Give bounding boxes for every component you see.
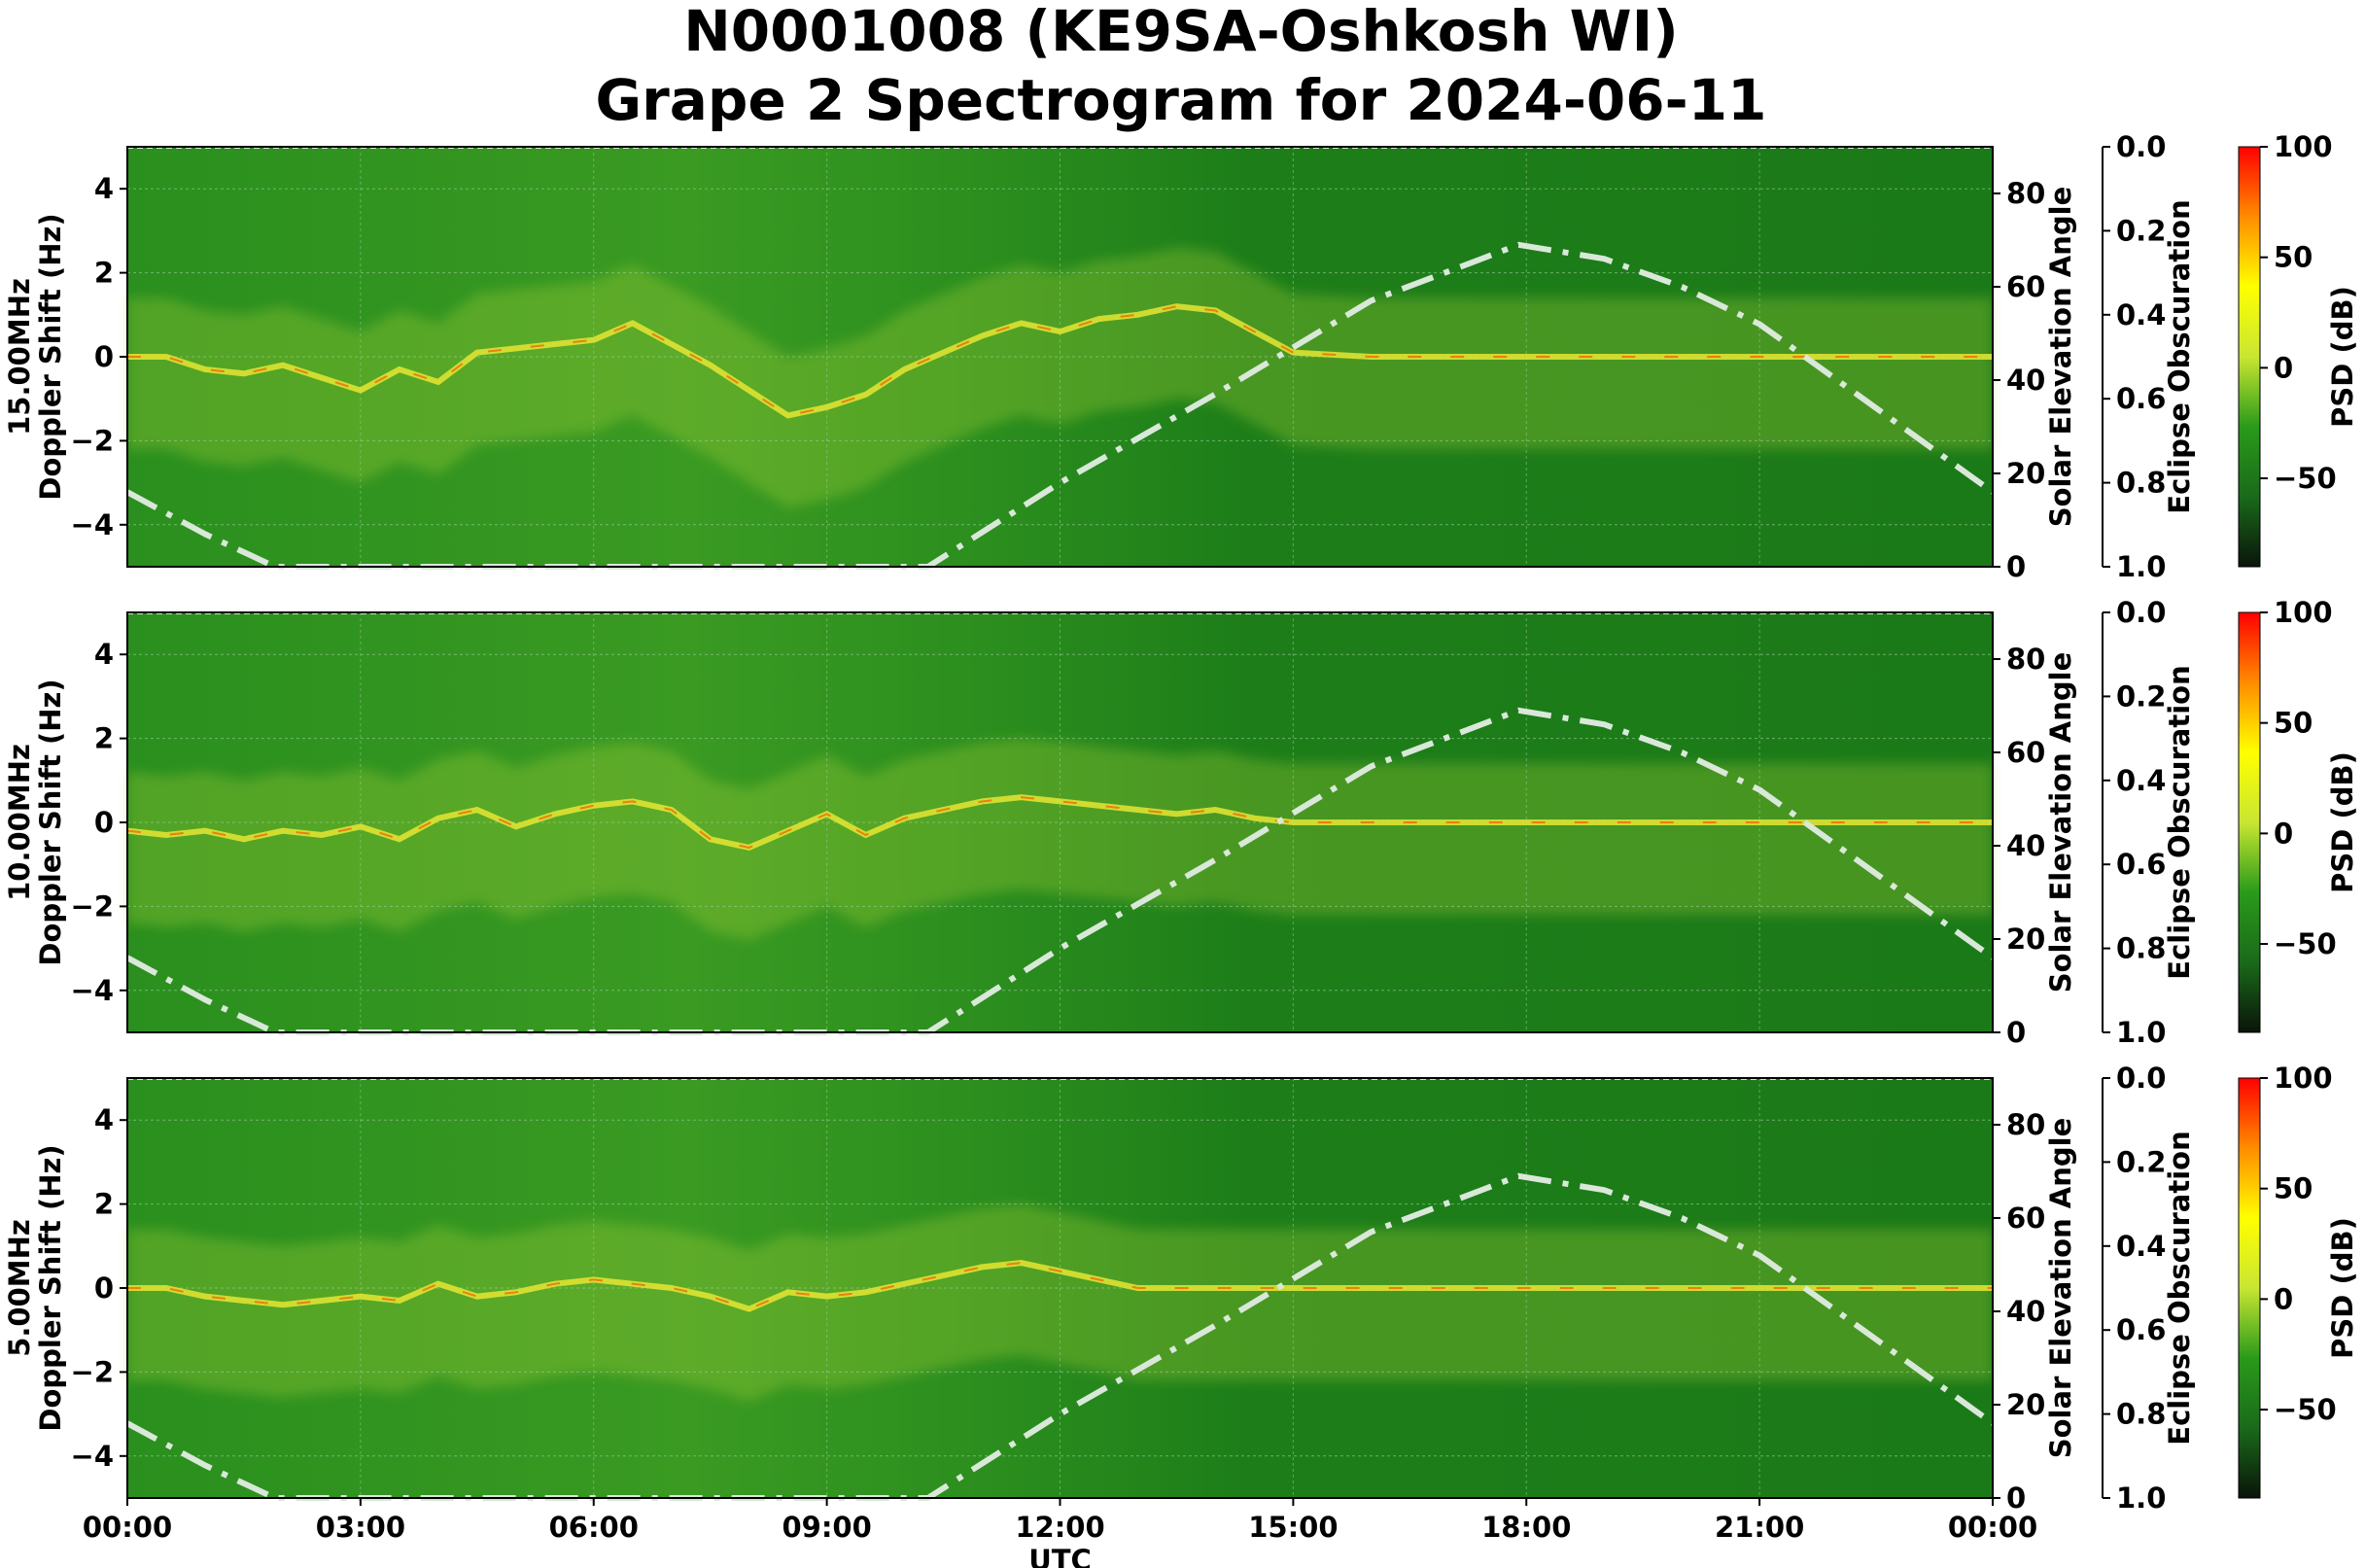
y-tick-label: −2 (71, 889, 114, 923)
x-tick-label: 21:00 (1715, 1511, 1804, 1544)
x-tick-label: 18:00 (1481, 1511, 1571, 1544)
right-tick-label: 20 (2006, 457, 2045, 490)
colorbar-label: PSD (dB) (2326, 286, 2359, 428)
eclipse-tick-label: 0.2 (2116, 214, 2166, 247)
eclipse-tick-label: 0.0 (2116, 596, 2166, 629)
colorbar-tick-label: 100 (2274, 1062, 2333, 1095)
y-label-frequency: 5.00MHz (3, 1219, 36, 1357)
colorbar-tick-label: −50 (2274, 1393, 2337, 1426)
colorbar-tick-label: 100 (2274, 596, 2333, 629)
y-tick-label: −2 (71, 1355, 114, 1388)
y-tick-label: 0 (94, 1272, 114, 1305)
x-tick-label: 15:00 (1248, 1511, 1338, 1544)
right-tick-label: 60 (2006, 736, 2045, 769)
eclipse-tick-label: 0.8 (2116, 1398, 2166, 1431)
eclipse-tick-label: 0.6 (2116, 382, 2166, 415)
y-tick-label: −2 (71, 424, 114, 457)
eclipse-tick-label: 0.6 (2116, 848, 2166, 881)
colorbar-tick-label: −50 (2274, 927, 2337, 960)
x-tick-label: 00:00 (1948, 1511, 2037, 1544)
colorbar-tick-label: −50 (2274, 462, 2337, 495)
right-tick-label: 0 (2006, 550, 2026, 583)
right-label-solar: Solar Elevation Angle (2044, 1118, 2077, 1459)
y-tick-label: 0 (94, 340, 114, 373)
right-tick-label: 0 (2006, 1016, 2026, 1049)
colorbar-tick-label: 0 (2274, 1282, 2293, 1315)
eclipse-tick-label: 0.2 (2116, 679, 2166, 713)
x-tick-label: 09:00 (782, 1511, 871, 1544)
y-label-doppler: Doppler Shift (Hz) (34, 1144, 67, 1431)
carrier-hot-segments (127, 305, 1993, 417)
x-tick-label: 03:00 (316, 1511, 405, 1544)
colorbar (2238, 146, 2261, 568)
x-tick-label: 12:00 (1015, 1511, 1104, 1544)
colorbar-tick-label: 50 (2274, 707, 2313, 740)
eclipse-label: Eclipse Obscuration (2163, 665, 2196, 979)
colorbar-tick-label: 50 (2274, 1172, 2313, 1205)
carrier-hot-segments (127, 1262, 1993, 1310)
carrier-hot-segments (126, 796, 1993, 849)
colorbar-tick-label: 100 (2274, 130, 2333, 163)
y-tick-label: 2 (94, 1188, 114, 1221)
y-tick-label: 4 (94, 638, 114, 671)
eclipse-tick-label: 0.0 (2116, 130, 2166, 163)
y-label-frequency: 10.00MHz (3, 744, 36, 901)
eclipse-label: Eclipse Obscuration (2163, 199, 2196, 513)
colorbar (2238, 611, 2261, 1033)
colorbar-tick-label: 0 (2274, 351, 2293, 384)
eclipse-tick-label: 1.0 (2116, 1481, 2166, 1515)
y-label-frequency: 15.00MHz (3, 278, 36, 436)
colorbar-label: PSD (dB) (2326, 751, 2359, 893)
right-tick-label: 80 (2006, 1108, 2045, 1141)
eclipse-tick-label: 1.0 (2116, 550, 2166, 583)
right-tick-label: 60 (2006, 270, 2045, 303)
right-tick-label: 40 (2006, 364, 2045, 397)
right-label-solar: Solar Elevation Angle (2044, 652, 2077, 993)
figure-title-line1: N0001008 (KE9SA-Oshkosh WI) (683, 0, 1678, 64)
right-tick-label: 0 (2006, 1481, 2026, 1515)
right-tick-label: 80 (2006, 177, 2045, 210)
y-tick-label: −4 (71, 1440, 114, 1473)
right-tick-label: 40 (2006, 829, 2045, 862)
right-tick-label: 20 (2006, 923, 2045, 956)
y-tick-label: 0 (94, 806, 114, 839)
y-tick-label: 2 (94, 722, 114, 755)
y-label-doppler: Doppler Shift (Hz) (34, 679, 67, 965)
eclipse-tick-label: 0.4 (2116, 764, 2166, 797)
figure-title-line2: Grape 2 Spectrogram for 2024-06-11 (596, 67, 1767, 133)
colorbar (2238, 1077, 2261, 1499)
right-tick-label: 60 (2006, 1202, 2045, 1235)
y-label-doppler: Doppler Shift (Hz) (34, 213, 67, 500)
eclipse-tick-label: 0.8 (2116, 467, 2166, 500)
right-tick-label: 40 (2006, 1295, 2045, 1328)
colorbar-tick-label: 50 (2274, 241, 2313, 274)
right-tick-label: 20 (2006, 1388, 2045, 1421)
y-tick-label: 4 (94, 1103, 114, 1136)
eclipse-tick-label: 1.0 (2116, 1016, 2166, 1049)
y-tick-label: 2 (94, 257, 114, 290)
colorbar-tick-label: 0 (2274, 817, 2293, 850)
x-tick-label: 06:00 (549, 1511, 639, 1544)
y-tick-label: 4 (94, 172, 114, 205)
colorbar-label: PSD (dB) (2326, 1217, 2359, 1359)
x-tick-label: 00:00 (83, 1511, 172, 1544)
eclipse-tick-label: 0.2 (2116, 1145, 2166, 1178)
eclipse-tick-label: 0.4 (2116, 1230, 2166, 1263)
eclipse-tick-label: 0.4 (2116, 298, 2166, 331)
x-axis-label: UTC (1028, 1544, 1092, 1568)
y-tick-label: −4 (71, 508, 114, 541)
y-tick-label: −4 (71, 974, 114, 1007)
eclipse-tick-label: 0.0 (2116, 1062, 2166, 1095)
eclipse-label: Eclipse Obscuration (2163, 1131, 2196, 1445)
right-tick-label: 80 (2006, 643, 2045, 676)
eclipse-tick-label: 0.8 (2116, 932, 2166, 965)
right-label-solar: Solar Elevation Angle (2044, 187, 2077, 528)
eclipse-tick-label: 0.6 (2116, 1313, 2166, 1346)
